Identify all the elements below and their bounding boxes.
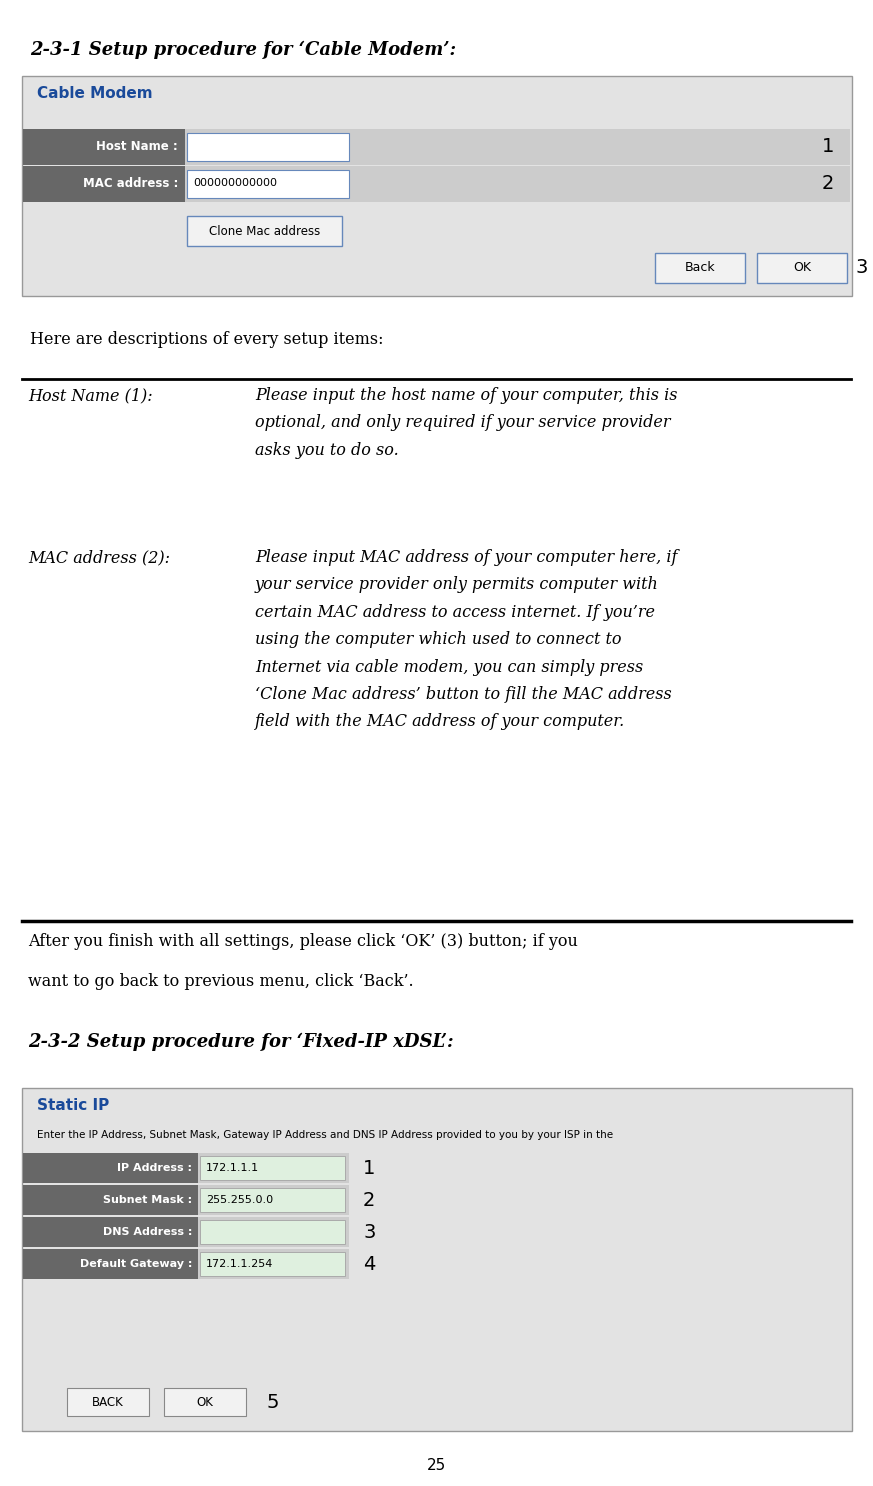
Text: BACK: BACK <box>93 1395 124 1409</box>
Text: DNS Address :: DNS Address : <box>103 1227 192 1236</box>
Text: MAC address (2):: MAC address (2): <box>28 548 170 566</box>
FancyBboxPatch shape <box>22 1088 852 1431</box>
FancyBboxPatch shape <box>655 253 745 282</box>
FancyBboxPatch shape <box>23 129 185 165</box>
Text: IP Address :: IP Address : <box>117 1164 192 1172</box>
Text: Enter the IP Address, Subnet Mask, Gateway IP Address and DNS IP Address provide: Enter the IP Address, Subnet Mask, Gatew… <box>37 1129 613 1140</box>
Text: After you finish with all settings, please click ‘OK’ (3) button; if you: After you finish with all settings, plea… <box>28 933 578 950</box>
Text: 3: 3 <box>855 259 868 278</box>
FancyBboxPatch shape <box>200 1187 345 1213</box>
FancyBboxPatch shape <box>23 129 850 165</box>
Text: appropriate fields.: appropriate fields. <box>37 1153 133 1164</box>
Text: Here are descriptions of every setup items:: Here are descriptions of every setup ite… <box>30 331 383 348</box>
Text: 2: 2 <box>821 174 834 193</box>
FancyBboxPatch shape <box>187 217 342 247</box>
Text: Cable Modem: Cable Modem <box>37 86 153 101</box>
FancyBboxPatch shape <box>23 165 185 202</box>
Text: Host Name (1):: Host Name (1): <box>28 386 153 404</box>
Text: 4: 4 <box>363 1254 375 1274</box>
Text: Host Name :: Host Name : <box>96 141 178 153</box>
Text: MAC address :: MAC address : <box>83 177 178 190</box>
FancyBboxPatch shape <box>187 134 349 160</box>
FancyBboxPatch shape <box>23 1217 198 1247</box>
Text: 255.255.0.0: 255.255.0.0 <box>206 1195 273 1205</box>
Text: Subnet Mask :: Subnet Mask : <box>103 1195 192 1205</box>
Text: 5: 5 <box>266 1392 278 1412</box>
Text: 2: 2 <box>363 1190 375 1210</box>
Text: 1: 1 <box>363 1159 375 1177</box>
Text: 2-3-2 Setup procedure for ‘Fixed-IP xDSL’:: 2-3-2 Setup procedure for ‘Fixed-IP xDSL… <box>28 1033 454 1052</box>
FancyBboxPatch shape <box>757 253 847 282</box>
Text: 172.1.1.1: 172.1.1.1 <box>206 1164 259 1172</box>
FancyBboxPatch shape <box>23 1153 198 1183</box>
FancyBboxPatch shape <box>23 1184 198 1216</box>
FancyBboxPatch shape <box>23 1217 349 1247</box>
Text: Static IP: Static IP <box>37 1098 109 1113</box>
Text: want to go back to previous menu, click ‘Back’.: want to go back to previous menu, click … <box>28 973 414 990</box>
FancyBboxPatch shape <box>200 1220 345 1244</box>
Text: 172.1.1.254: 172.1.1.254 <box>206 1259 273 1269</box>
Text: 000000000000: 000000000000 <box>193 178 277 189</box>
Text: Default Gateway :: Default Gateway : <box>79 1259 192 1269</box>
FancyBboxPatch shape <box>23 165 850 202</box>
FancyBboxPatch shape <box>164 1388 246 1416</box>
FancyBboxPatch shape <box>23 1250 349 1279</box>
Text: 2-3-1 Setup procedure for ‘Cable Modem’:: 2-3-1 Setup procedure for ‘Cable Modem’: <box>30 42 456 59</box>
Text: OK: OK <box>196 1395 213 1409</box>
Text: Clone Mac address: Clone Mac address <box>209 224 320 238</box>
FancyBboxPatch shape <box>200 1156 345 1180</box>
Text: Please input the host name of your computer, this is
optional, and only required: Please input the host name of your compu… <box>255 386 677 459</box>
Text: OK: OK <box>793 262 811 275</box>
Text: Back: Back <box>684 262 715 275</box>
Text: Please input MAC address of your computer here, if
your service provider only pe: Please input MAC address of your compute… <box>255 548 677 731</box>
FancyBboxPatch shape <box>67 1388 149 1416</box>
FancyBboxPatch shape <box>22 76 852 296</box>
FancyBboxPatch shape <box>187 169 349 198</box>
FancyBboxPatch shape <box>23 1250 198 1279</box>
FancyBboxPatch shape <box>200 1253 345 1276</box>
Text: 25: 25 <box>427 1458 446 1474</box>
FancyBboxPatch shape <box>23 1153 349 1183</box>
Text: 1: 1 <box>821 138 834 156</box>
FancyBboxPatch shape <box>23 1184 349 1216</box>
Text: 3: 3 <box>363 1223 375 1241</box>
